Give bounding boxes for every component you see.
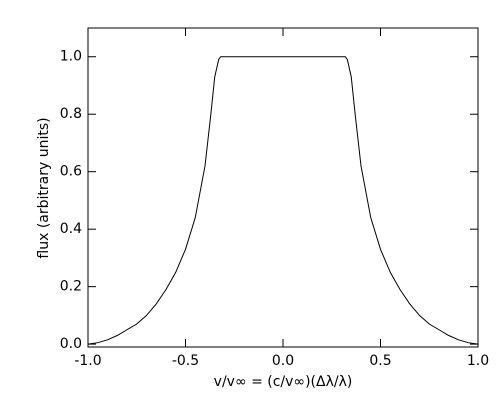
y-tick-label: 0.2 [60,279,82,295]
x-tick-label: -1.0 [74,353,101,369]
y-tick-label: 0.4 [60,221,82,237]
x-tick-label: 1.0 [467,353,489,369]
x-tick-label: 0.0 [272,353,294,369]
y-tick-label: 0.0 [60,336,82,352]
plot-frame [87,27,479,348]
x-tick-label: -0.5 [172,353,199,369]
y-tick-label: 1.0 [60,49,82,65]
x-axis-label: v/v∞ = (c/v∞)(Δλ/λ) [214,374,353,390]
y-tick-label: 0.6 [60,164,82,180]
x-tick-label: 0.5 [369,353,391,369]
y-tick-label: 0.8 [60,106,82,122]
line-series [87,56,479,345]
y-axis-label: flux (arbitrary units) [36,117,52,258]
